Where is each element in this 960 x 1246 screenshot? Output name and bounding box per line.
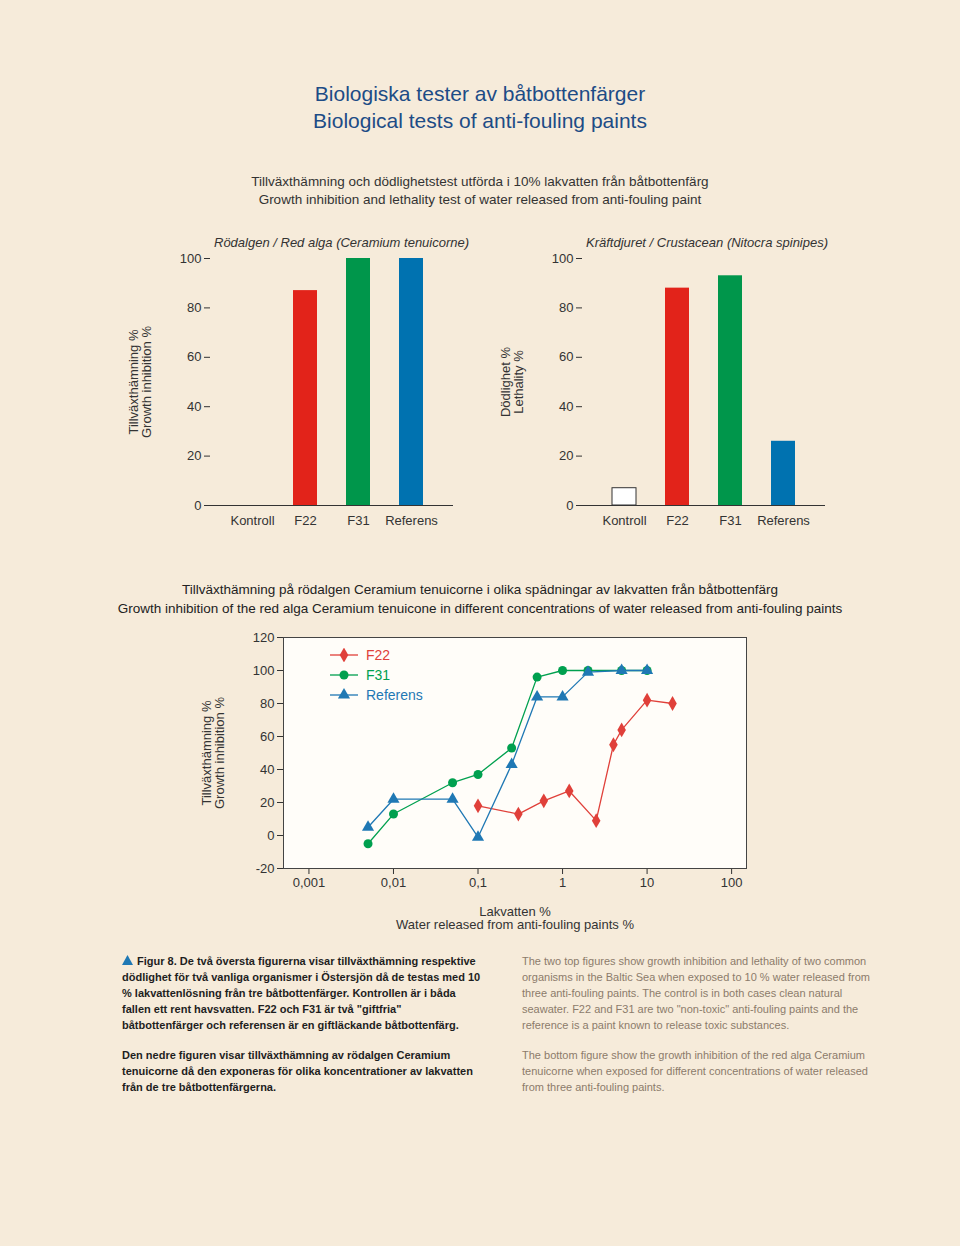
svg-text:F31: F31 bbox=[719, 513, 741, 528]
svg-text:Lakvatten %Water released from: Lakvatten %Water released from anti-foul… bbox=[396, 904, 634, 932]
html-text:Biologiska tester av båtbotten: Biologiska tester av båtbottenfärger bbox=[314, 82, 646, 105]
svg-text:40: 40 bbox=[559, 399, 573, 414]
svg-text:Kontroll: Kontroll bbox=[602, 513, 646, 528]
svg-text:0,01: 0,01 bbox=[381, 875, 406, 890]
html-text:The bottom figure show the gro: The bottom figure show the growth inhibi… bbox=[522, 1049, 868, 1093]
svg-text:Tillväxthämning %Growth inhibi: Tillväxthämning %Growth inhibition % bbox=[126, 326, 154, 438]
svg-text:20: 20 bbox=[187, 448, 201, 463]
svg-text:0,1: 0,1 bbox=[469, 875, 487, 890]
svg-text:F22: F22 bbox=[294, 513, 316, 528]
html-text:Growth inhibition and lethalit: Growth inhibition and lethality test of … bbox=[258, 192, 702, 207]
svg-text:60: 60 bbox=[187, 349, 201, 364]
html-text:Rödalgen / Red alga (Ceramium: Rödalgen / Red alga (Ceramium tenuicorne… bbox=[214, 235, 470, 250]
svg-text:-20: -20 bbox=[256, 861, 275, 876]
svg-text:F22: F22 bbox=[666, 513, 688, 528]
svg-text:Tillväxthämning %Growth inhibi: Tillväxthämning %Growth inhibition % bbox=[199, 697, 227, 809]
svg-text:80: 80 bbox=[260, 696, 274, 711]
html-text:Tillväxthämning och dödlighets: Tillväxthämning och dödlighetstest utför… bbox=[251, 174, 709, 189]
html-text:Referens: Referens bbox=[366, 687, 423, 703]
html-text:Kräftdjuret / Crustacean (Nito: Kräftdjuret / Crustacean (Nitocra spinip… bbox=[586, 235, 828, 250]
svg-text:Referens: Referens bbox=[385, 513, 438, 528]
html-text:F22: F22 bbox=[366, 647, 391, 663]
svg-text:0: 0 bbox=[194, 498, 201, 513]
svg-text:0,001: 0,001 bbox=[293, 875, 326, 890]
svg-text:120: 120 bbox=[253, 630, 275, 645]
svg-text:10: 10 bbox=[640, 875, 654, 890]
html-text:Growth inhibition of the red a: Growth inhibition of the red alga Cerami… bbox=[117, 601, 843, 616]
svg-text:100: 100 bbox=[552, 251, 574, 266]
svg-text:Dödlighet %Lethality %: Dödlighet %Lethality % bbox=[498, 347, 526, 418]
svg-text:80: 80 bbox=[559, 300, 573, 315]
html-text:Biological tests of anti-fouli: Biological tests of anti-fouling paints bbox=[313, 109, 647, 132]
html-text:Figur 8. De två översta figure: Figur 8. De två översta figurerna visar … bbox=[122, 955, 481, 1031]
svg-text:100: 100 bbox=[253, 663, 275, 678]
svg-text:40: 40 bbox=[260, 762, 274, 777]
svg-text:80: 80 bbox=[187, 300, 201, 315]
svg-text:Referens: Referens bbox=[757, 513, 810, 528]
svg-text:1: 1 bbox=[559, 875, 566, 890]
svg-text:F31: F31 bbox=[347, 513, 369, 528]
svg-text:100: 100 bbox=[180, 251, 202, 266]
svg-text:Kontroll: Kontroll bbox=[230, 513, 274, 528]
svg-text:20: 20 bbox=[559, 448, 573, 463]
svg-text:0: 0 bbox=[267, 828, 274, 843]
svg-text:100: 100 bbox=[721, 875, 743, 890]
svg-text:40: 40 bbox=[187, 399, 201, 414]
html-text:F31: F31 bbox=[366, 667, 391, 683]
html-text:Tillväxthämning på rödalgen Ce: Tillväxthämning på rödalgen Ceramium ten… bbox=[182, 582, 778, 597]
svg-text:60: 60 bbox=[260, 729, 274, 744]
svg-text:0: 0 bbox=[566, 498, 573, 513]
html-text:The two top figures show growt: The two top figures show growth inhibiti… bbox=[522, 955, 870, 1031]
html-text:Den nedre figuren visar tillvä: Den nedre figuren visar tillväxthämning … bbox=[122, 1049, 473, 1093]
svg-text:20: 20 bbox=[260, 795, 274, 810]
svg-text:60: 60 bbox=[559, 349, 573, 364]
